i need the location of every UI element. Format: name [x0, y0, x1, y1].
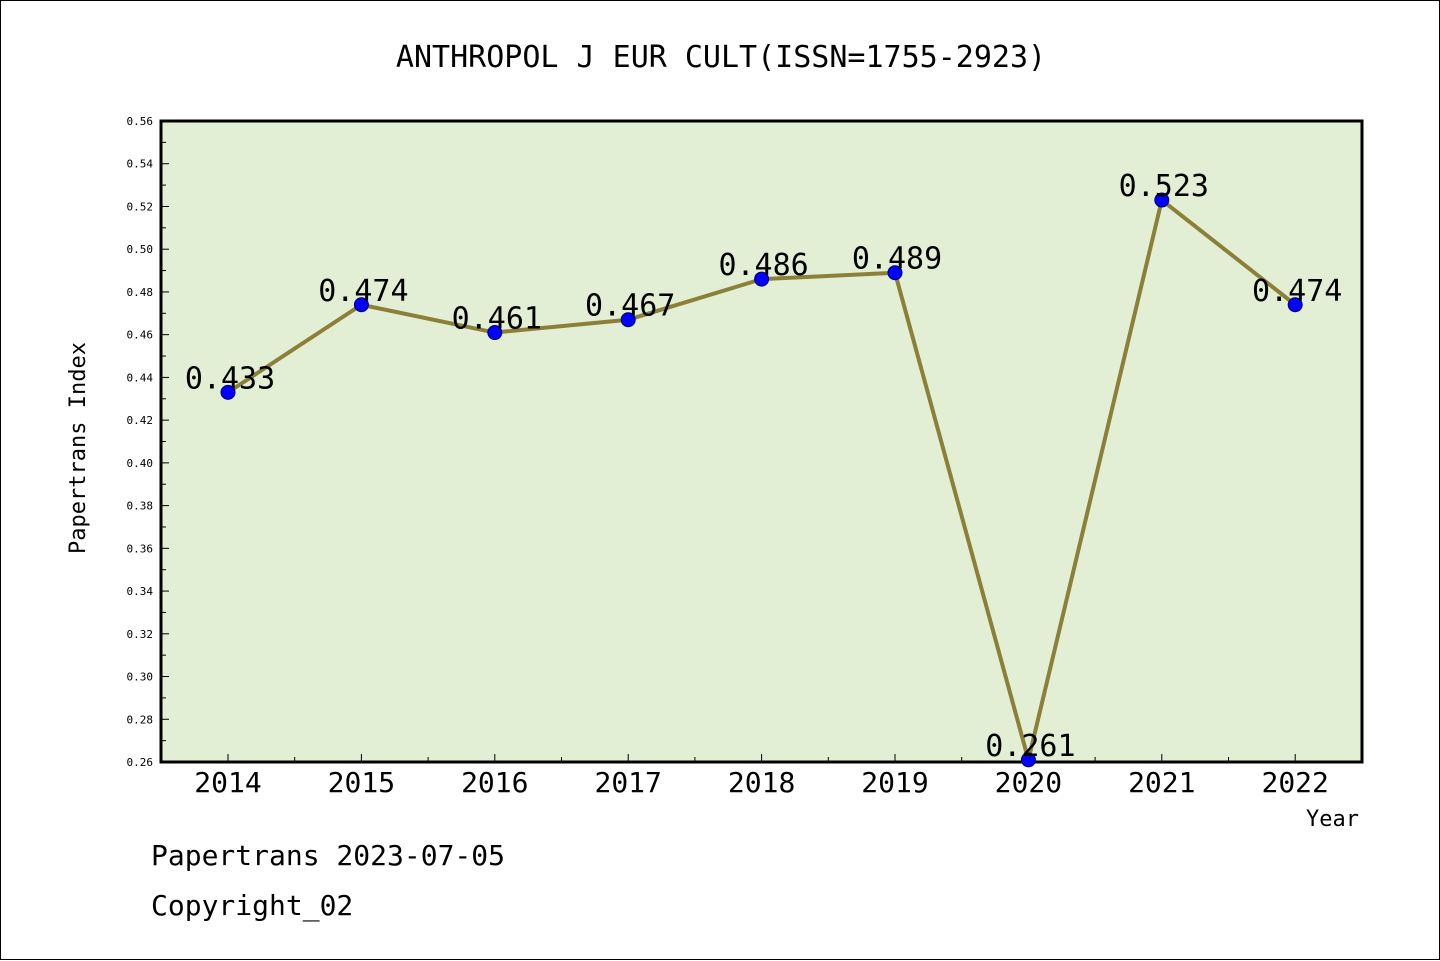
- y-tick-label: 0.40: [127, 457, 154, 470]
- y-tick-label: 0.34: [127, 585, 154, 598]
- data-label: 0.474: [318, 274, 408, 309]
- y-tick-label: 0.44: [127, 371, 154, 384]
- data-label: 0.489: [852, 242, 942, 277]
- data-point: [887, 265, 903, 281]
- data-point: [1287, 297, 1303, 313]
- data-point: [754, 271, 770, 287]
- y-tick-label: 0.38: [127, 500, 154, 513]
- x-tick-label: 2022: [1261, 766, 1328, 799]
- x-tick-label: 2020: [995, 766, 1062, 799]
- data-point: [220, 384, 236, 400]
- data-label: 0.486: [718, 248, 808, 283]
- plot-area: [159, 119, 1364, 764]
- data-label: 0.433: [185, 361, 275, 396]
- x-tick-label: 2018: [728, 766, 795, 799]
- y-tick-label: 0.36: [127, 542, 154, 555]
- data-label: 0.461: [452, 302, 542, 337]
- x-tick-label: 2015: [328, 766, 395, 799]
- x-axis: 2014 2015 2016 2017 2018 2019 2020 2021 2022: [194, 754, 1329, 799]
- y-tick-label: 0.28: [127, 713, 154, 726]
- x-tick-label: 2016: [461, 766, 528, 799]
- x-tick-label: 2017: [594, 766, 661, 799]
- x-tick-label: 2014: [194, 766, 261, 799]
- y-axis-label: Papertrans Index: [66, 342, 91, 554]
- y-tick-label: 0.30: [127, 671, 154, 684]
- data-point: [620, 312, 636, 328]
- data-label: 0.467: [585, 289, 675, 324]
- data-point: [487, 325, 503, 341]
- data-labels: 0.433 0.474 0.461 0.467 0.486 0.489 0.261 0.523…: [185, 169, 1343, 764]
- y-tick-label: 0.32: [127, 628, 154, 641]
- y-tick-label: 0.56: [127, 115, 154, 128]
- footer-date: Papertrans 2023-07-05: [151, 839, 505, 872]
- data-point: [353, 297, 369, 313]
- chart-title: ANTHROPOL J EUR CULT(ISSN=1755-2923): [396, 40, 1046, 75]
- y-tick-label: 0.46: [127, 329, 154, 342]
- y-axis: 0.26 0.28 0.30 0.32 0.34 0.36 0.38 0.40 0.42 0.44…: [127, 115, 169, 769]
- x-axis-label: Year: [1306, 807, 1359, 832]
- data-label: 0.474: [1252, 274, 1342, 309]
- footer-copyright: Copyright_02: [151, 889, 353, 923]
- x-tick-label: 2019: [861, 766, 928, 799]
- y-tick-label: 0.50: [127, 243, 154, 256]
- y-tick-label: 0.26: [127, 756, 154, 769]
- data-point: [1154, 192, 1170, 208]
- y-tick-label: 0.48: [127, 286, 154, 299]
- y-tick-label: 0.54: [127, 158, 154, 171]
- series-papertrans-index: [220, 192, 1303, 768]
- x-tick-label: 2021: [1128, 766, 1195, 799]
- y-tick-label: 0.52: [127, 200, 154, 213]
- data-label: 0.261: [985, 729, 1075, 764]
- y-tick-label: 0.42: [127, 414, 154, 427]
- data-label: 0.523: [1119, 169, 1209, 204]
- data-point: [1020, 752, 1036, 768]
